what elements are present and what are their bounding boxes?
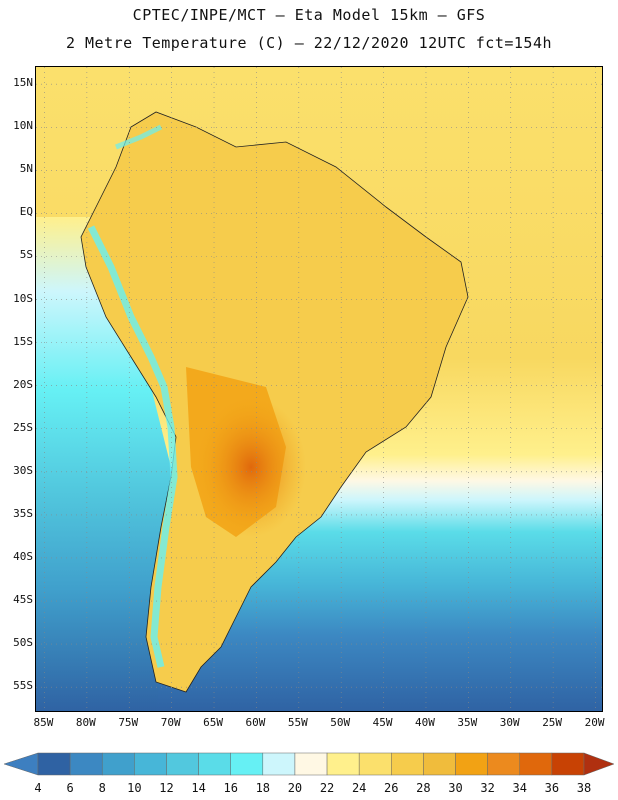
colorbar-tick-label: 32 (480, 781, 495, 795)
longitude-label: 60W (245, 716, 266, 729)
colorbar-swatch (134, 752, 167, 776)
colorbar-tick-label: 12 (159, 781, 174, 795)
latitude-label: 25S (13, 420, 33, 434)
colorbar-tick-label: 6 (66, 781, 74, 795)
colorbar-tick-label: 16 (223, 781, 238, 795)
longitude-label: 65W (203, 716, 223, 729)
colorbar-swatch (69, 752, 103, 776)
temperature-map (35, 66, 603, 712)
colorbar-tick-label: 20 (287, 781, 303, 795)
hot-core (196, 397, 306, 537)
colorbar-swatch (391, 752, 424, 776)
latitude-label: 40S (13, 549, 33, 563)
colorbar-tick-label: 14 (191, 781, 206, 795)
latitude-label: 30S (13, 463, 33, 477)
colorbar-swatch (166, 752, 199, 776)
latitude-label: 20S (13, 377, 33, 391)
longitude-label: 40W (415, 716, 435, 729)
latitude-label: 5N (19, 162, 33, 176)
colorbar-tick-label: 18 (255, 781, 271, 795)
colorbar-swatch (487, 752, 521, 776)
colorbar-swatch (455, 752, 488, 776)
colorbar (3, 752, 615, 776)
colorbar-swatch (326, 752, 360, 776)
longitude-label: 75W (118, 716, 139, 729)
chart-title: CPTEC/INPE/MCT – Eta Model 15km – GFS (132, 6, 486, 24)
latitude-label: 15S (13, 334, 33, 348)
colorbar-tick-label: 4 (34, 781, 42, 795)
longitude-label: 30W (499, 716, 520, 729)
colorbar-tick-label: 28 (416, 781, 431, 795)
chart-subtitle: 2 Metre Temperature (C) – 22/12/2020 12U… (65, 34, 553, 52)
pacific-ocean (36, 217, 176, 711)
longitude-label: 35W (457, 716, 478, 729)
colorbar-swatch (198, 752, 231, 776)
andes-cool-band (87, 225, 178, 668)
latitude-label: 35S (13, 506, 33, 520)
south-america-landmass (80, 111, 469, 693)
colorbar-tick-label: 36 (544, 781, 560, 795)
longitude-label: 25W (542, 716, 563, 729)
latitude-label: 10S (13, 291, 33, 305)
colorbar-swatch (358, 752, 392, 776)
northern-andes-band (115, 124, 163, 150)
colorbar-tick-label: 22 (319, 781, 335, 795)
latitude-label: 45S (13, 593, 33, 607)
colorbar-tick-label: 24 (351, 781, 367, 795)
longitude-label: 20W (584, 716, 605, 729)
colorbar-swatch (262, 752, 296, 776)
colorbar-swatch (519, 752, 553, 776)
colorbar-swatch (294, 752, 328, 776)
longitude-label: 55W (287, 716, 308, 729)
latitude-label: 55S (13, 679, 33, 693)
colorbar-tick-label: 38 (576, 781, 592, 795)
latitude-label: 5S (19, 248, 33, 262)
longitude-label: 80W (75, 716, 96, 729)
longitude-label: 70W (160, 716, 181, 729)
longitude-label: 50W (330, 716, 351, 729)
colorbar-tick-label: 10 (127, 781, 142, 795)
colorbar-swatch (37, 752, 71, 776)
colorbar-swatch (551, 752, 585, 776)
colorbar-tick-label: 26 (384, 781, 399, 795)
longitude-label: 85W (33, 716, 54, 729)
latitude-label: 10N (13, 119, 33, 133)
land-field (80, 111, 469, 693)
colorbar-swatch (101, 752, 135, 776)
latitude-label: EQ (19, 205, 33, 219)
latitude-label: 50S (13, 636, 33, 650)
colorbar-swatch (230, 752, 264, 776)
latitude-label: 15N (13, 76, 33, 90)
colorbar-tick-label: 34 (512, 781, 527, 795)
colorbar-tick-label: 8 (98, 781, 106, 795)
temperature-field (36, 67, 602, 711)
colorbar-swatch (423, 752, 456, 776)
colorbar-tick-label: 30 (448, 781, 463, 795)
longitude-label: 45W (372, 716, 393, 729)
colorbar-high-arrow (583, 752, 615, 776)
colorbar-low-arrow (3, 752, 39, 776)
